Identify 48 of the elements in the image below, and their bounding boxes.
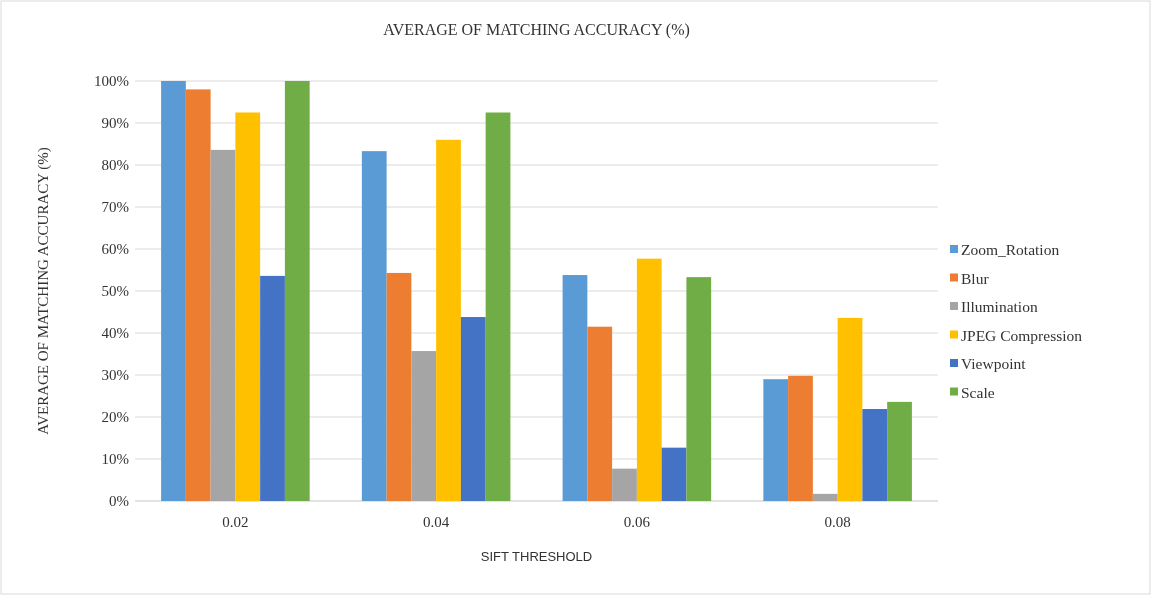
bar (763, 379, 789, 501)
legend-label: Blur (961, 269, 990, 287)
bar (812, 493, 838, 501)
bar (235, 112, 261, 501)
y-tick-label: 40% (101, 325, 129, 342)
bar (161, 81, 186, 501)
bar (411, 351, 437, 501)
y-tick-label: 50% (101, 283, 129, 300)
legend-label: Zoom_Rotation (961, 241, 1060, 259)
bar (284, 81, 310, 501)
y-tick-label: 0% (109, 493, 129, 510)
bar (887, 401, 912, 501)
y-tick-label: 70% (101, 199, 129, 216)
bar (788, 375, 813, 501)
x-axis-title: SIFT THRESHOLD (480, 549, 593, 564)
legend-label: JPEG Compression (961, 326, 1083, 344)
bar (612, 468, 637, 501)
legend-label: Viewpoint (961, 355, 1027, 373)
bar (485, 112, 511, 501)
legend-label: Illumination (961, 298, 1038, 316)
x-tick-label: 0.04 (423, 514, 450, 530)
x-tick-label: 0.08 (824, 514, 851, 530)
bar (636, 258, 662, 501)
bar (837, 317, 863, 501)
y-tick-label: 30% (101, 367, 129, 384)
x-tick-label: 0.02 (222, 514, 249, 530)
bar (587, 326, 613, 501)
legend-label: Scale (961, 383, 995, 401)
chart-title: AVERAGE OF MATCHING ACCURACY (%) (383, 21, 690, 39)
bar (185, 89, 211, 501)
y-tick-label: 100% (94, 73, 129, 90)
y-tick-label: 10% (101, 451, 129, 468)
bar (386, 272, 412, 501)
bar (862, 409, 888, 501)
bar (686, 277, 712, 501)
y-tick-label: 80% (101, 157, 129, 174)
y-tick-label: 20% (101, 409, 129, 426)
bar (661, 447, 687, 501)
bar (562, 275, 588, 501)
y-axis-title: AVERAGE OF MATCHING ACCURACY (%) (35, 147, 52, 435)
bar (260, 275, 285, 501)
bar (436, 139, 461, 501)
bar (210, 149, 236, 501)
y-tick-label: 90% (101, 115, 129, 132)
bar (460, 317, 486, 501)
bar (361, 151, 387, 501)
x-tick-label: 0.06 (623, 514, 651, 530)
y-tick-label: 60% (101, 241, 129, 258)
